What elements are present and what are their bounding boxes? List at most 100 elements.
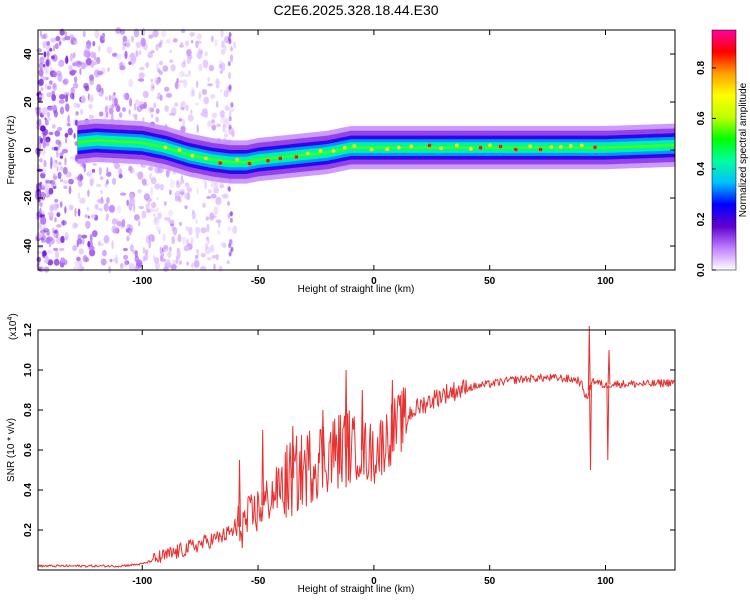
heatmap-noise-blob (220, 89, 223, 93)
heatmap-noise-blob (144, 249, 149, 254)
heatmap-noise-blob (38, 68, 44, 77)
heatmap-noise-blob (195, 226, 201, 235)
heatmap-noise-blob (53, 146, 59, 151)
heatmap-noise-blob (52, 45, 56, 52)
heatmap-noise-blob (53, 71, 57, 78)
heatmap-noise-blob (72, 222, 78, 229)
heatmap-noise-blob (58, 99, 65, 104)
heatmap-peak-dot (514, 147, 518, 152)
heatmap-noise-blob (71, 53, 75, 60)
heatmap-noise-blob (161, 30, 167, 38)
heatmap-noise-blob (42, 41, 48, 47)
heatmap-noise-blob (54, 217, 57, 223)
heatmap-noise-blob (210, 64, 213, 70)
heatmap-noise-blob (55, 70, 62, 76)
heatmap-noise-blob (72, 62, 77, 67)
heatmap-noise-blob (191, 211, 196, 220)
colorbar-frame (711, 29, 737, 271)
heatmap-noise-blob (85, 57, 92, 66)
heatmap-noise-blob (130, 167, 135, 174)
heatmap-noise-blob (38, 198, 41, 203)
heatmap-noise-blob (39, 207, 42, 216)
heatmap-noise-blob (113, 97, 118, 106)
heatmap-noise-blob (200, 227, 207, 234)
heatmap-noise-blob (178, 188, 186, 195)
heatmap-noise-blob (42, 141, 45, 150)
heatmap-noise-blob (101, 32, 106, 39)
heatmap-x-tick-label: 50 (484, 276, 496, 287)
snr-scale-close: ) (8, 313, 19, 316)
heatmap-noise-blob (64, 56, 69, 65)
heatmap-noise-blob (46, 85, 52, 90)
heatmap-noise-blob (37, 141, 42, 150)
heatmap-noise-blob (167, 209, 174, 217)
heatmap-noise-blob (37, 201, 44, 206)
heatmap-noise-blob (198, 91, 202, 100)
heatmap-noise-blob (128, 229, 132, 236)
heatmap-noise-blob (211, 119, 216, 124)
heatmap-noise-blob (36, 232, 43, 239)
heatmap-noise-blob (228, 124, 232, 130)
heatmap-noise-blob (62, 78, 69, 85)
heatmap-noise-blob (59, 166, 64, 171)
heatmap-noise-blob (35, 182, 42, 192)
heatmap-noise-blob (43, 61, 47, 71)
heatmap-noise-blob (135, 172, 139, 177)
heatmap-noise-blob (186, 187, 193, 193)
heatmap-noise-blob (89, 233, 93, 243)
heatmap-x-tick-label: -50 (251, 276, 266, 287)
heatmap-noise-blob (40, 57, 47, 61)
heatmap-noise-blob (77, 192, 81, 200)
heatmap-noise-blob (196, 80, 199, 89)
heatmap-noise-blob (176, 78, 179, 83)
heatmap-noise-blob (207, 77, 210, 82)
heatmap-noise-blob (180, 179, 183, 186)
heatmap-noise-blob (206, 223, 210, 233)
heatmap-noise-blob (108, 204, 115, 213)
snr-spike (606, 384, 610, 461)
heatmap-noise-blob (43, 33, 48, 40)
heatmap-peak-dot (559, 145, 563, 149)
heatmap-noise-blob (231, 131, 235, 138)
heatmap-noise-blob (77, 234, 82, 240)
snr-spike (360, 389, 364, 451)
heatmap-noise-blob (154, 216, 158, 224)
heatmap-noise-blob (204, 51, 208, 57)
heatmap-noise-blob (44, 117, 47, 121)
heatmap-noise-blob (155, 43, 159, 52)
heatmap-noise-blob (196, 248, 199, 254)
heatmap-noise-blob (122, 35, 128, 42)
heatmap-noise-blob (71, 40, 74, 45)
heatmap-noise-blob (72, 245, 77, 252)
heatmap-noise-blob (40, 137, 44, 144)
heatmap-noise-blob (118, 173, 123, 179)
heatmap-noise-blob (40, 55, 44, 63)
heatmap-noise-blob (191, 40, 194, 44)
heatmap-noise-blob (46, 236, 53, 243)
heatmap-noise-blob (150, 50, 155, 54)
heatmap-noise-blob (181, 236, 187, 244)
heatmap-noise-blob (57, 61, 64, 68)
heatmap-noise-blob (168, 112, 175, 116)
heatmap-noise-blob (215, 219, 222, 224)
heatmap-noise-blob (138, 50, 142, 55)
heatmap-noise-blob (48, 131, 54, 136)
heatmap-noise-blob (88, 114, 95, 119)
heatmap-noise-blob (46, 249, 53, 255)
heatmap-noise-blob (125, 39, 131, 48)
heatmap-noise-blob (141, 178, 147, 186)
heatmap-peak-dot (369, 147, 374, 152)
heatmap-noise-blob (182, 118, 185, 127)
heatmap-noise-blob (207, 120, 212, 128)
heatmap-noise-blob (46, 139, 50, 147)
heatmap-noise-blob (155, 225, 162, 231)
heatmap-noise-blob (135, 41, 142, 48)
heatmap-noise-blob (60, 235, 65, 244)
heatmap-noise-blob (218, 265, 223, 272)
colorbar-label: Normalized spectral amplitude (738, 82, 749, 217)
heatmap-noise-blob (160, 251, 164, 259)
heatmap-y-tick-label: 20 (23, 96, 34, 108)
heatmap-noise-blob (40, 92, 45, 100)
heatmap-noise-blob (63, 185, 68, 189)
